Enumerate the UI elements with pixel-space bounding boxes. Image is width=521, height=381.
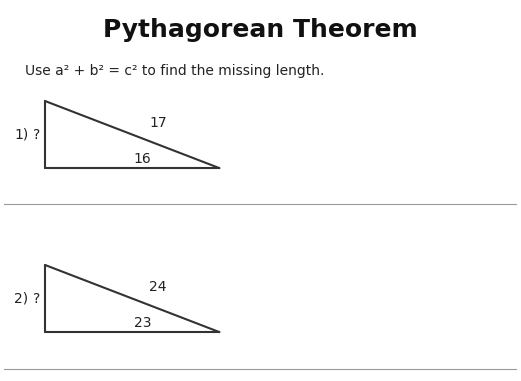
Text: Use a² + b² = c² to find the missing length.: Use a² + b² = c² to find the missing len… <box>24 64 324 78</box>
Text: 24: 24 <box>149 280 167 295</box>
Text: ?: ? <box>33 291 40 306</box>
Text: 16: 16 <box>134 152 152 166</box>
Text: 23: 23 <box>134 316 151 330</box>
Text: Pythagorean Theorem: Pythagorean Theorem <box>103 18 418 42</box>
Text: 2): 2) <box>15 291 29 306</box>
Text: ?: ? <box>33 128 40 142</box>
Text: 1): 1) <box>15 128 29 142</box>
Text: 17: 17 <box>149 117 167 130</box>
